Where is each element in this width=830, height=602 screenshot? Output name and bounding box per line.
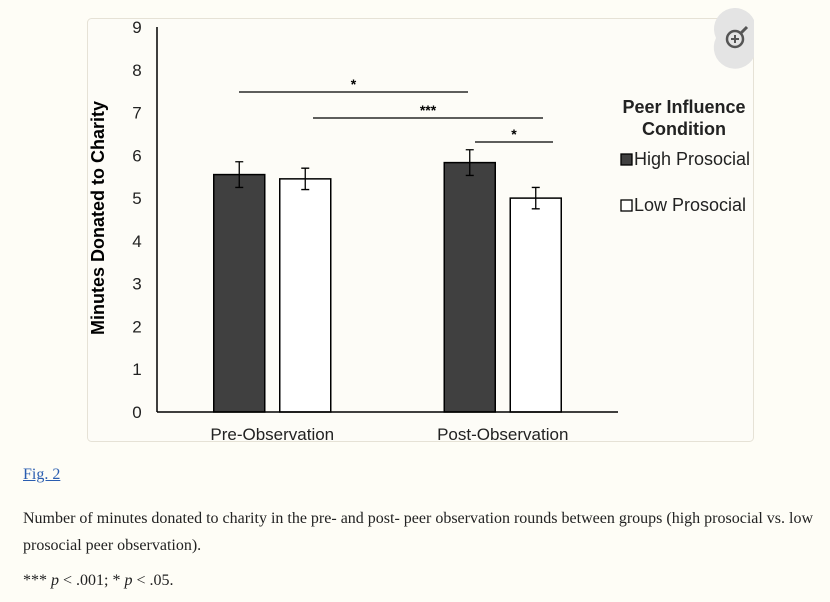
y-tick-label: 7	[132, 104, 141, 123]
caption: Number of minutes donated to charity in …	[23, 510, 814, 554]
figure-frame	[87, 18, 754, 442]
bar	[509, 197, 562, 413]
error-bar	[235, 161, 244, 189]
y-tick-label: 2	[132, 317, 141, 336]
x-tick-label: Post-Observation	[437, 425, 568, 444]
zoom-button[interactable]	[713, 7, 754, 69]
legend-swatch	[620, 199, 633, 212]
error-bar	[531, 186, 540, 210]
y-tick-label: 5	[132, 189, 141, 208]
legend-label: Low Prosocial	[634, 195, 746, 215]
x-tick-label: Pre-Observation	[210, 425, 334, 444]
legend-label: High Prosocial	[634, 149, 750, 169]
legend-title: Condition	[642, 119, 726, 139]
significance-label: *	[351, 76, 357, 92]
y-tick-label: 0	[132, 403, 141, 422]
figure-link[interactable]: Fig. 2	[23, 466, 61, 483]
y-tick-label: 4	[132, 232, 141, 251]
footnote-text: ***	[23, 572, 51, 589]
error-bar	[301, 167, 310, 191]
footnote: *** p < .001; * p < .05.	[23, 572, 174, 590]
significance-label: *	[511, 126, 517, 142]
bar	[279, 178, 332, 413]
footnote-text: p	[51, 572, 59, 589]
y-axis-label: Minutes Donated to Charity	[88, 101, 108, 335]
y-tick-label: 3	[132, 275, 141, 294]
footnote-text: < .001; *	[59, 572, 125, 589]
chart: Minutes Donated to Charity 0 1 2 3 4 5 6 7 8 9 Pre…	[87, 7, 754, 444]
y-tick-label: 9	[132, 18, 141, 37]
significance-label: ***	[420, 102, 437, 118]
y-tick-label: 1	[132, 360, 141, 379]
error-bar	[465, 149, 474, 177]
footnote-text: p	[124, 572, 133, 589]
footnote-text: < .05.	[132, 572, 174, 589]
y-tick-label: 6	[132, 146, 141, 165]
legend-title: Peer Influence	[622, 97, 745, 117]
bar	[443, 161, 496, 413]
bar	[213, 173, 266, 413]
legend-swatch	[620, 153, 633, 166]
y-tick-label: 8	[132, 61, 141, 80]
